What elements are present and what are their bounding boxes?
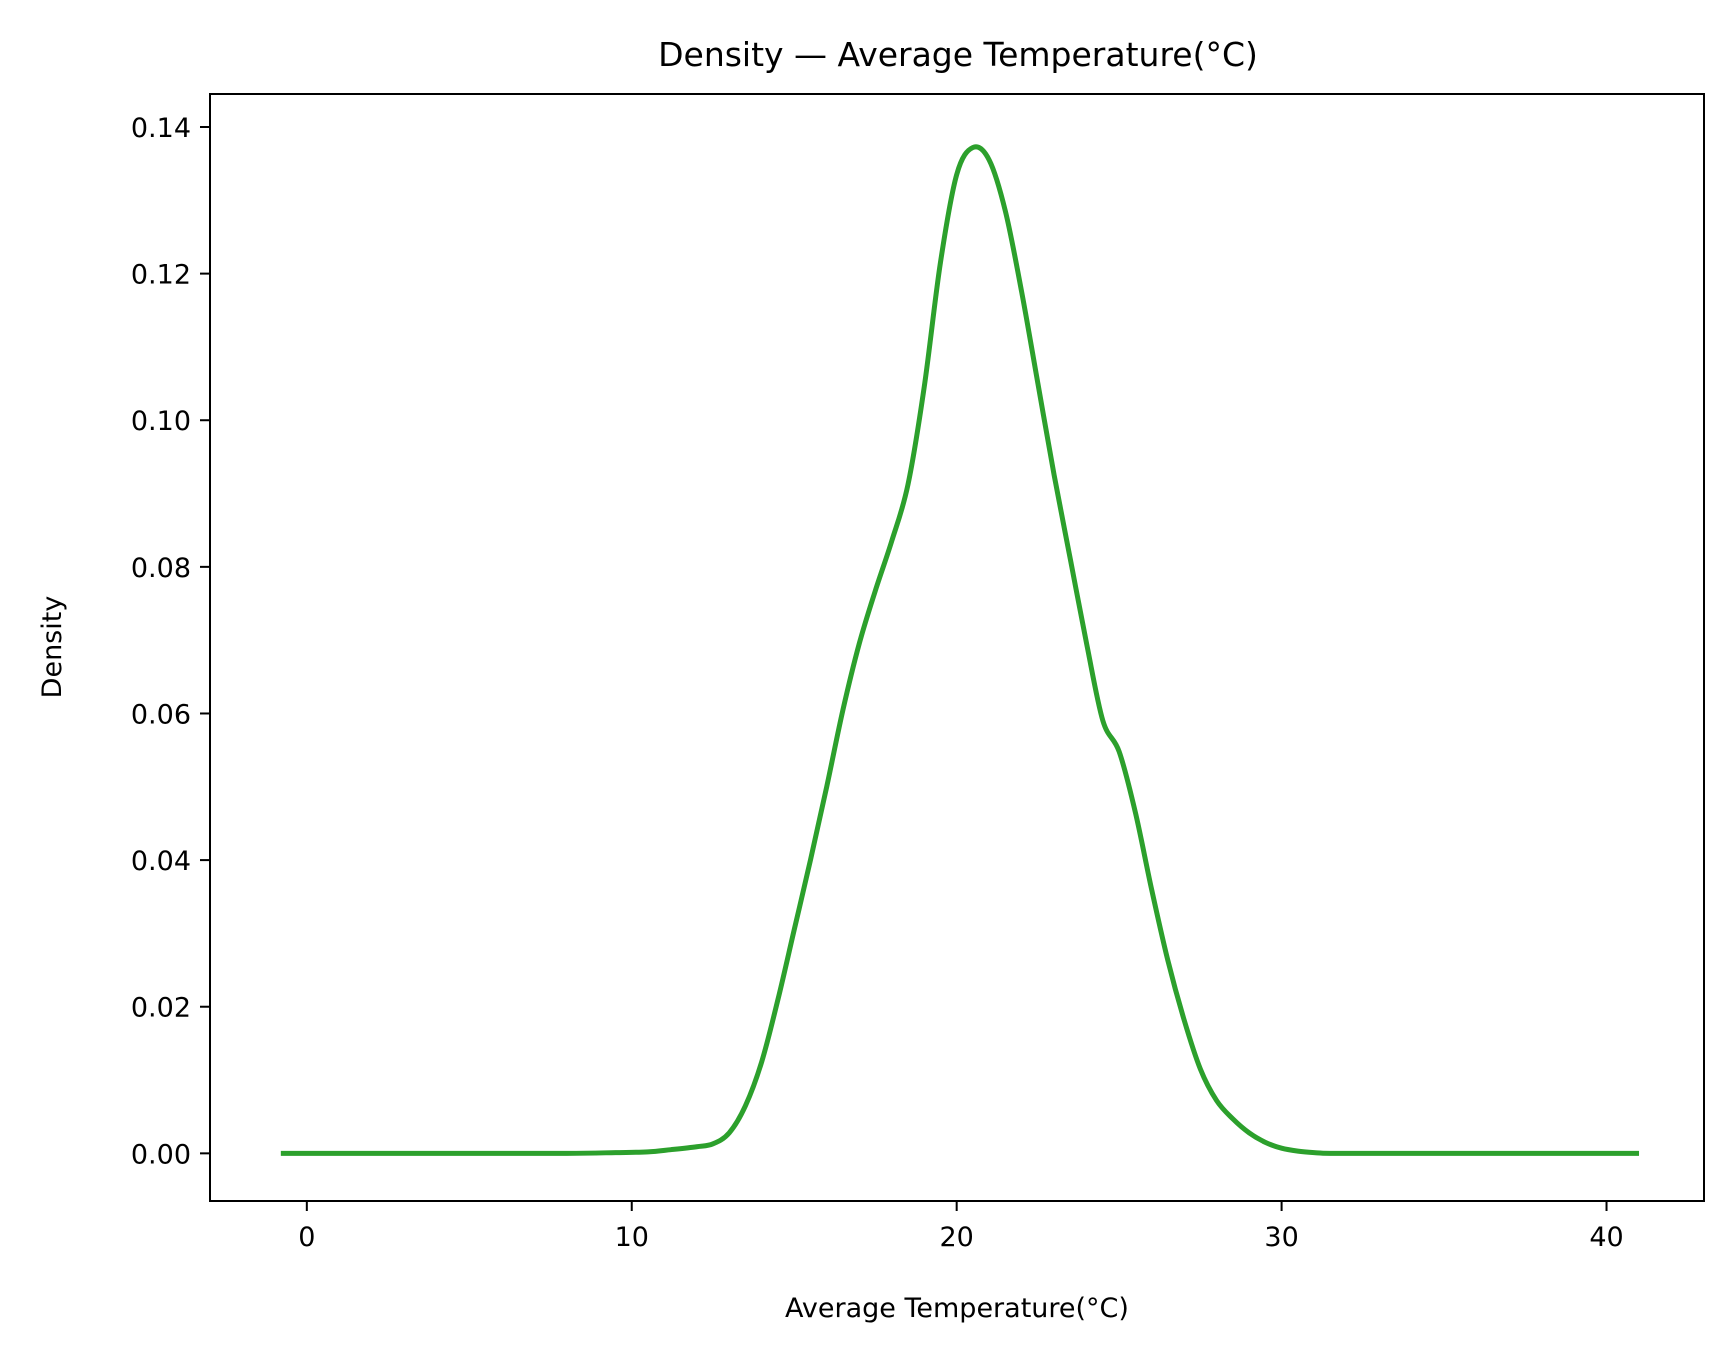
chart-title: Density — Average Temperature(°C) bbox=[658, 35, 1258, 74]
x-tick-label: 40 bbox=[1589, 1222, 1623, 1253]
y-tick-label: 0.04 bbox=[131, 846, 191, 877]
y-tick-label: 0.06 bbox=[131, 699, 191, 730]
x-axis: 0 10 20 30 40 bbox=[298, 1201, 1624, 1253]
plot-area bbox=[280, 144, 1640, 1156]
density-line-series-0 bbox=[280, 144, 1640, 1156]
x-tick-label: 20 bbox=[939, 1222, 973, 1253]
y-tick-label: 0.10 bbox=[131, 406, 191, 437]
y-tick-label: 0.08 bbox=[131, 553, 191, 584]
x-axis-label: Average Temperature(°C) bbox=[785, 1293, 1129, 1324]
x-tick-label: 0 bbox=[298, 1222, 315, 1253]
y-tick-label: 0.00 bbox=[131, 1139, 191, 1170]
x-tick-label: 30 bbox=[1264, 1222, 1298, 1253]
y-axis: 0.00 0.02 0.04 0.06 0.08 0.10 0.12 0.14 bbox=[131, 113, 210, 1170]
y-axis-label: Density bbox=[37, 596, 68, 699]
y-tick-label: 0.02 bbox=[131, 993, 191, 1024]
x-tick-label: 10 bbox=[615, 1222, 649, 1253]
y-tick-label: 0.14 bbox=[131, 113, 191, 144]
y-tick-label: 0.12 bbox=[131, 260, 191, 291]
